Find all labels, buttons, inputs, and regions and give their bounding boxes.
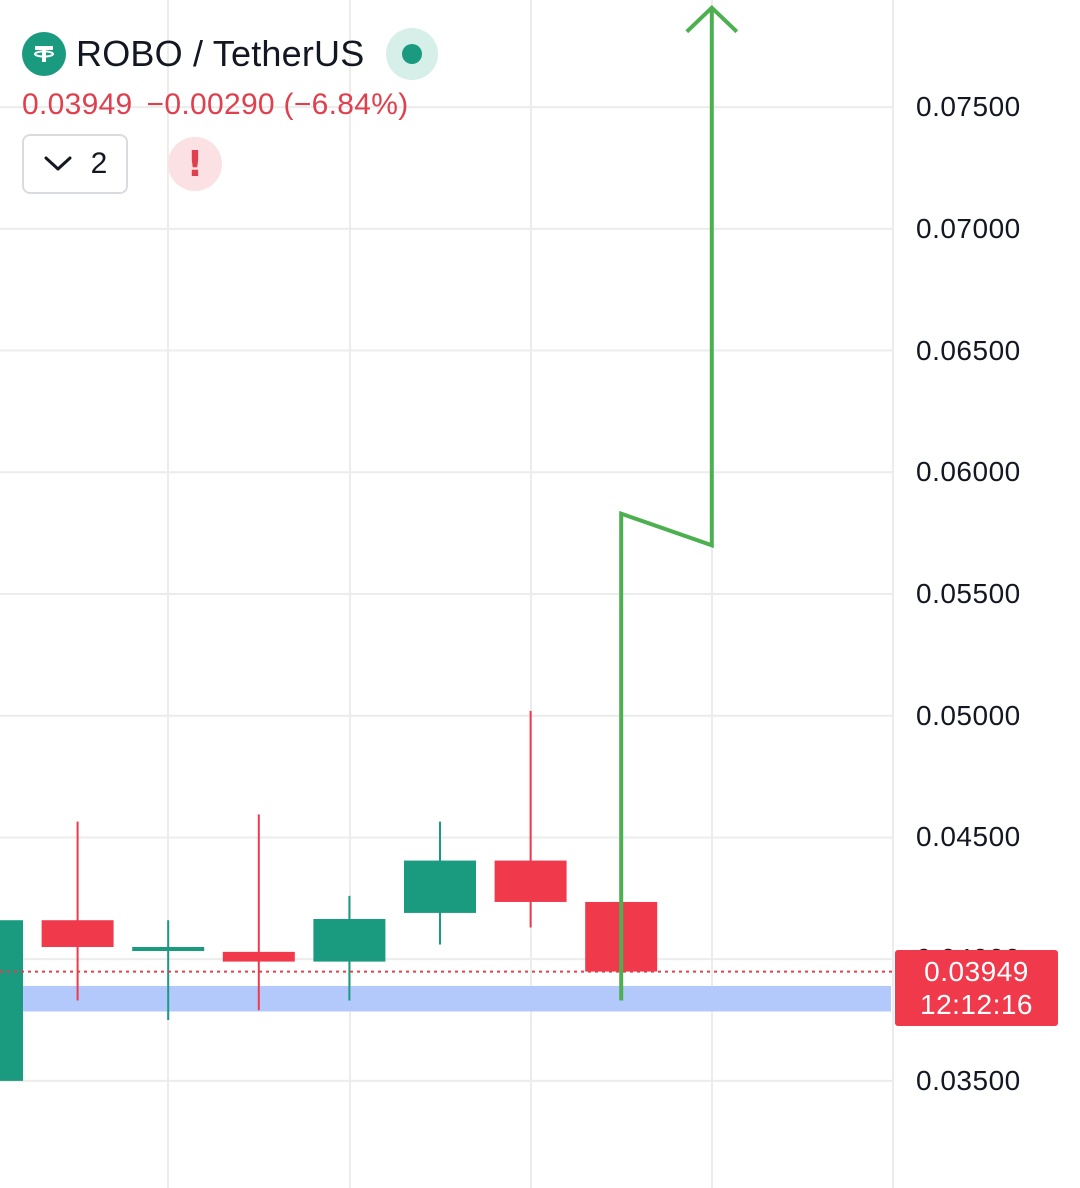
candle-body[interactable]: [313, 918, 386, 962]
indicator-count: 2: [90, 147, 108, 180]
last-price: 0.03949: [22, 88, 133, 121]
symbol-name[interactable]: ROBO / TetherUS: [76, 33, 365, 74]
price-zone-band: [0, 985, 891, 1012]
y-axis-tick-label: 0.07500: [916, 91, 1021, 123]
candle-body[interactable]: [132, 946, 205, 951]
candle-body[interactable]: [41, 920, 114, 947]
y-axis-tick-label: 0.04500: [916, 821, 1021, 853]
y-axis-tick-label: 0.07000: [916, 212, 1021, 244]
trend-arrow-drawing[interactable]: [619, 4, 739, 1001]
alert-icon[interactable]: !: [168, 137, 222, 191]
candle-body[interactable]: [404, 860, 476, 913]
arrow-head: [685, 4, 739, 34]
y-axis-tick-label: 0.06500: [916, 334, 1021, 366]
candle-body[interactable]: [0, 920, 23, 1081]
market-open-dot-icon: [386, 28, 439, 80]
candle-countdown: 12:12:16: [920, 989, 1033, 1020]
price-change-row: 0.03949 −0.00290 (−6.84%): [22, 88, 438, 122]
chart-legend: ROBO / TetherUS 0.03949 −0.00290 (−6.84%)…: [22, 28, 439, 194]
tether-icon: [22, 32, 66, 76]
current-price-tag: 0.03949 12:12:16: [895, 950, 1058, 1026]
y-axis-tick-label: 0.05500: [916, 578, 1021, 609]
y-axis-tick-label: 0.05000: [916, 699, 1021, 731]
chevron-down-icon: [44, 156, 72, 171]
candles-layer[interactable]: [0, 710, 658, 1081]
candle-body[interactable]: [494, 860, 567, 902]
current-price-value: 0.03949: [924, 956, 1029, 987]
indicators-toggle-button[interactable]: 2: [22, 134, 128, 194]
price-change: −0.00290 (−6.84%): [146, 88, 409, 121]
candle-body[interactable]: [222, 951, 295, 962]
arrow-path[interactable]: [619, 9, 714, 1001]
y-axis-tick-label: 0.06000: [916, 456, 1021, 488]
y-axis-tick-label: 0.03500: [916, 1064, 1021, 1096]
highlight-zone: [0, 985, 891, 1012]
